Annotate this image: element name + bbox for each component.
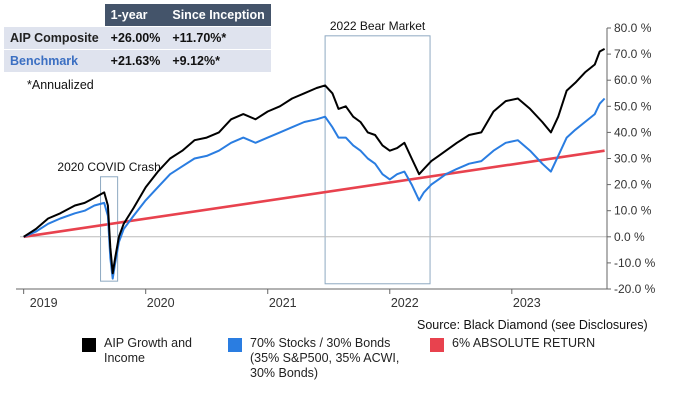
table-header-since-inception: Since Inception (166, 4, 271, 27)
y-tick-label: 0.0 % (614, 230, 645, 244)
legend-label-benchmark: 70% Stocks / 30% Bonds (35% S&P500, 35% … (250, 336, 400, 380)
y-tick-label: -20.0 % (614, 282, 656, 296)
table-header-blank (4, 4, 105, 27)
covid-crash-label: 2020 COVID Crash (57, 160, 160, 174)
y-tick-label: 30.0 % (614, 152, 652, 166)
y-tick-label: 10.0 % (614, 204, 652, 218)
legend-item-absolute-return: 6% ABSOLUTE RETURN (430, 336, 630, 352)
y-tick-label: 60.0 % (614, 73, 652, 87)
legend-label-absolute-return: 6% ABSOLUTE RETURN (452, 336, 596, 350)
legend-item-benchmark: 70% Stocks / 30% Bonds (35% S&P500, 35% … (228, 336, 408, 381)
row-label-benchmark: Benchmark (4, 49, 105, 72)
bear-market-box (324, 35, 431, 285)
annualized-footnote: *Annualized (27, 78, 94, 92)
aip-1-year-value: +26.00% (104, 26, 167, 50)
table-header-1-year: 1-year (104, 4, 167, 27)
legend-item-aip: AIP Growth and Income (82, 336, 222, 366)
benchmark-since-inception-value: +9.12%* (166, 49, 271, 72)
y-tick-label: 80.0 % (614, 21, 652, 35)
performance-table: 1-year Since Inception AIP Composite +26… (4, 4, 271, 72)
row-label-aip-composite: AIP Composite (4, 26, 105, 50)
series-line-aip-growth-income (23, 48, 606, 275)
table-row: Benchmark +21.63% +9.12%* (4, 49, 271, 72)
y-tick-label: -10.0 % (614, 256, 656, 270)
y-axis-ticks: 80.0 % 70.0 % 60.0 % 50.0 % 40.0 % 30.0 % 20.0… (607, 21, 656, 296)
x-tick-label: 2020 (147, 296, 175, 310)
covid-crash-box (100, 176, 119, 282)
legend-swatch-absolute-return (430, 338, 444, 352)
x-tick-label: 2023 (513, 296, 541, 310)
x-tick-label: 2022 (391, 296, 419, 310)
bear-market-label: 2022 Bear Market (330, 19, 426, 33)
legend-swatch-aip (82, 338, 96, 352)
series-line-absolute-return (23, 149, 605, 239)
x-axis-ticks: 2019 2020 2021 2022 2023 (23, 289, 541, 310)
chart-legend: AIP Growth and Income 70% Stocks / 30% B… (0, 336, 679, 393)
table-row: AIP Composite +26.00% +11.70%* (4, 26, 271, 50)
y-tick-label: 40.0 % (614, 125, 652, 139)
y-tick-label: 70.0 % (614, 47, 652, 61)
source-note: Source: Black Diamond (see Disclosures) (417, 318, 648, 332)
y-tick-label: 20.0 % (614, 178, 652, 192)
legend-swatch-benchmark (228, 338, 242, 352)
aip-since-inception-value: +11.70%* (166, 26, 271, 50)
y-tick-label: 50.0 % (614, 99, 652, 113)
x-tick-label: 2021 (269, 296, 297, 310)
benchmark-1-year-value: +21.63% (104, 49, 167, 72)
legend-label-aip: AIP Growth and Income (104, 336, 193, 365)
x-tick-label: 2019 (30, 296, 58, 310)
table-header-row: 1-year Since Inception (4, 4, 271, 27)
